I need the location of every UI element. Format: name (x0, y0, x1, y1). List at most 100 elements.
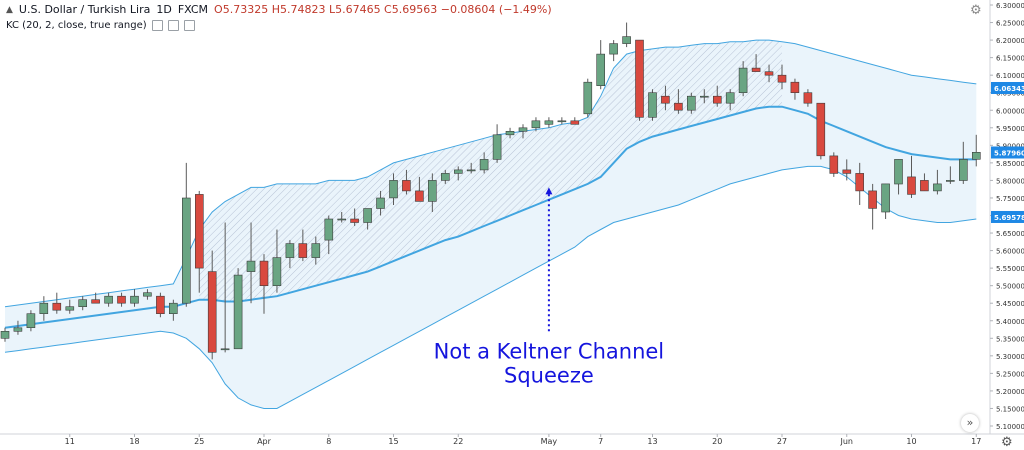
y-tick-label: 5.65000 (996, 230, 1024, 238)
candle-body (544, 120, 554, 125)
x-tick-label: 10 (906, 437, 916, 446)
y-tick-label: 5.15000 (996, 405, 1024, 413)
candle-body (324, 218, 334, 241)
candle-body (816, 102, 826, 157)
candle (376, 190, 385, 216)
candle-body (686, 95, 696, 111)
candle-body (790, 81, 800, 93)
candle (285, 240, 295, 269)
price-tag-bg (991, 146, 1024, 159)
chart-settings-icon[interactable]: ⚙ (1001, 435, 1013, 450)
y-tick-label: 6.00000 (996, 107, 1024, 115)
visibility-icon[interactable] (151, 20, 163, 31)
candle (544, 117, 554, 128)
y-tick-label: 5.55000 (996, 265, 1024, 273)
candle (91, 292, 100, 304)
candle (596, 40, 606, 90)
candle-body (363, 208, 372, 223)
candle-body (725, 92, 735, 104)
y-tick-label: 5.10000 (996, 423, 1024, 431)
candle (65, 299, 75, 314)
candle (272, 229, 282, 293)
candle-body (298, 243, 308, 258)
candle-body (169, 302, 178, 315)
candle (803, 89, 813, 107)
candle-body (674, 102, 683, 111)
price-tag-bg (991, 81, 1024, 94)
price-tag-label: 5.69578 (994, 214, 1024, 222)
candle (518, 124, 528, 139)
candle (259, 254, 269, 314)
candle-body (622, 36, 631, 44)
candle (945, 166, 955, 184)
x-tick-label: 7 (598, 437, 603, 446)
scroll-to-realtime-icon[interactable]: » (961, 414, 979, 432)
x-tick-label: 15 (388, 437, 398, 446)
candle-body (570, 120, 580, 125)
candle-body (0, 330, 10, 339)
candle-body (777, 74, 787, 83)
indicator-label[interactable]: KC (20, 2, close, true range) (6, 20, 147, 31)
candle-body (350, 218, 359, 223)
y-tick-label: 5.25000 (996, 370, 1024, 378)
candle-body (78, 299, 87, 308)
candle-body (609, 43, 618, 55)
candle (182, 162, 191, 307)
candle (0, 327, 10, 342)
y-tick-label: 5.20000 (996, 388, 1024, 396)
candle (479, 152, 489, 174)
candle (635, 39, 644, 121)
candle-body (220, 348, 230, 351)
close-icon[interactable] (183, 20, 195, 31)
candle-body (233, 274, 243, 350)
price-tag-bg (991, 210, 1024, 223)
candle-body (518, 127, 528, 132)
candle (143, 289, 152, 300)
candle (648, 89, 657, 121)
candle-body (466, 169, 476, 172)
candle-body (65, 306, 75, 311)
candle-body (246, 260, 256, 272)
candle-body (661, 95, 670, 104)
collapse-icon[interactable]: ▲ (6, 4, 13, 15)
indicator-legend: KC (20, 2, close, true range) (6, 20, 195, 31)
candle (881, 183, 890, 220)
candle (751, 54, 761, 72)
candle-body (635, 39, 644, 118)
x-tick-label: 8 (326, 437, 331, 446)
candle (324, 215, 334, 255)
candle (350, 208, 359, 227)
candle (415, 176, 424, 202)
y-tick-label: 5.50000 (996, 283, 1024, 291)
x-tick-label: 20 (712, 437, 722, 446)
price-tag: 5.87960 (991, 146, 1024, 159)
settings-icon[interactable] (167, 20, 179, 31)
candle-body (829, 155, 839, 174)
gear-icon[interactable]: ⚙ (970, 3, 982, 18)
symbol-title[interactable]: U.S. Dollar / Turkish Lira (18, 3, 151, 16)
candle (220, 222, 230, 353)
candle (117, 292, 126, 307)
candle (958, 141, 968, 184)
candle (492, 124, 502, 163)
candle (52, 292, 62, 314)
interval-label[interactable]: 1D (156, 3, 172, 16)
candle (156, 292, 165, 318)
candle (725, 89, 735, 111)
candle (609, 40, 618, 62)
price-tag-label: 5.87960 (994, 149, 1024, 157)
candle-body (557, 120, 567, 123)
candle (557, 117, 567, 125)
candle-body (855, 173, 865, 192)
candle (712, 85, 722, 107)
y-tick-label: 6.10000 (996, 72, 1024, 80)
candle-body (751, 67, 761, 72)
x-tick-label: 11 (65, 437, 75, 446)
kc-lower-line (4, 165, 977, 409)
x-tick-label: 18 (129, 437, 139, 446)
candle (764, 64, 774, 83)
candle (790, 78, 800, 100)
candle-body (764, 71, 774, 76)
candle-body (881, 183, 890, 213)
